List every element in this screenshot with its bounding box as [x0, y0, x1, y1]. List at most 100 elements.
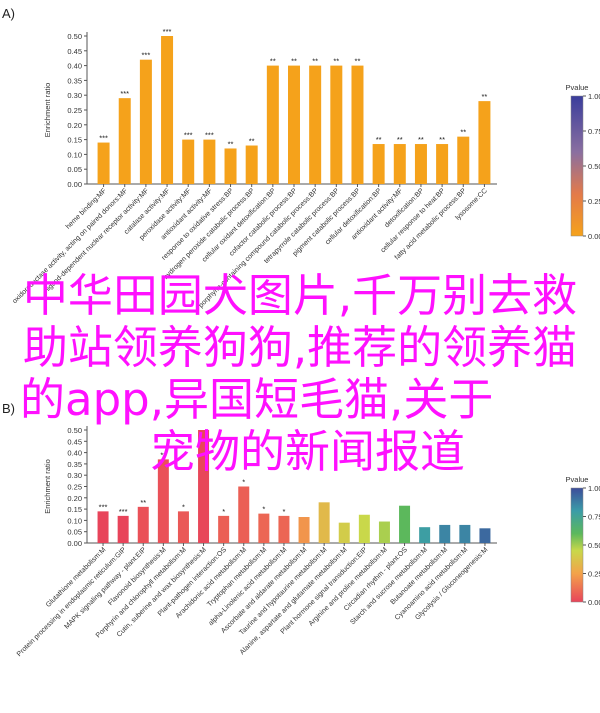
panel-a-bar — [372, 144, 385, 184]
panel-b-significance-label: *** — [119, 507, 128, 516]
panel-a-significance-label: ** — [397, 135, 403, 144]
panel-a-significance-label: *** — [99, 134, 108, 143]
panel-b-y-tick-label: 0.25 — [67, 483, 82, 492]
panel-b-bar — [399, 505, 411, 543]
panel-b-legend-tick-label: 0.75 — [588, 513, 600, 522]
panel-a-bar — [182, 139, 195, 184]
overlay-text-line-4: 宠物的新闻报道 — [150, 425, 466, 478]
panel-a-y-tick-label: 0.40 — [67, 62, 82, 71]
panel-a-y-tick-label: 0.15 — [67, 136, 82, 145]
panel-a-significance-label: ** — [439, 135, 445, 144]
overlay-text-line-1: 中华田园犬图片,千万别去救 — [22, 269, 578, 322]
panel-b-y-tick-label: 0.45 — [67, 437, 82, 446]
panel-b-significance-label: ** — [140, 498, 146, 507]
panel-a-significance-label: ** — [228, 139, 234, 148]
panel-b-significance-label: * — [242, 478, 245, 487]
panel-b-bar — [318, 502, 330, 543]
panel-a-y-tick-label: 0.35 — [67, 76, 82, 85]
panel-a-legend-tick-label: 0.25 — [588, 197, 600, 206]
panel-a-bar — [118, 98, 131, 184]
panel-b-y-tick-label: 0.40 — [67, 449, 82, 458]
panel-a-bar — [457, 136, 470, 184]
panel-a-significance-label: ** — [481, 92, 487, 101]
panel-b-y-axis-label: Enrichment ratio — [43, 459, 52, 514]
panel-a-bar — [351, 65, 364, 184]
panel-a-bar — [161, 36, 174, 184]
panel-a-y-axis-label: Enrichment ratio — [43, 83, 52, 138]
panel-b-bar — [258, 513, 270, 543]
panel-a-y-tick-label: 0.20 — [67, 121, 82, 130]
panel-a-bar — [393, 144, 406, 184]
panel-b-bar — [298, 517, 310, 543]
panel-a-significance-label: *** — [142, 51, 151, 60]
panel-b-bar — [459, 524, 471, 543]
panel-a-y-tick-label: 0.05 — [67, 165, 82, 174]
panel-a-y-tick-label: 0.10 — [67, 150, 82, 159]
overlay-text-line-2: 助站领养狗狗,推荐的领养猫 — [22, 321, 578, 374]
panel-b-bar — [238, 486, 250, 543]
panel-b-bar — [177, 511, 189, 543]
panel-a-bar — [436, 144, 449, 184]
panel-a-bar — [414, 144, 427, 184]
panel-b-legend-tick-label: 0.50 — [588, 541, 600, 550]
panel-a-significance-label: ** — [355, 57, 361, 66]
panel-a-bar — [288, 65, 300, 184]
panel-b-y-tick-label: 0.05 — [67, 528, 82, 537]
panel-b-significance-label: ** — [160, 450, 166, 459]
panel-b-bar — [117, 515, 129, 543]
panel-b-bar — [358, 514, 370, 543]
panel-b-bar — [479, 528, 491, 543]
panel-b-legend-tick-label: 1.00 — [588, 484, 600, 493]
overlay-text-line-3: 的app,异国短毛猫,关于 — [20, 373, 494, 426]
panel-b-bar — [419, 527, 431, 543]
panel-a-x-tick-label: detoxification:BP — [384, 187, 426, 229]
panel-a-significance-label: ** — [418, 135, 424, 144]
panel-b-bar — [137, 506, 149, 543]
panel-b-y-tick-label: 0.15 — [67, 505, 82, 514]
panel-b-significance-label: * — [262, 505, 265, 514]
panel-b-significance-label: * — [182, 502, 185, 511]
panel-a-bar — [224, 148, 237, 184]
panel-b-bar — [439, 524, 451, 543]
panel-a-y-tick-label: 0.45 — [67, 47, 82, 56]
panel-b-legend-title: Pvalue — [566, 475, 589, 484]
panel-a-bar — [245, 145, 258, 184]
panel-a-bar — [203, 139, 216, 184]
panel-a-legend-title: Pvalue — [566, 83, 589, 92]
panel-b-significance-label: * — [282, 507, 285, 516]
panel-b-legend-colorbar — [570, 487, 584, 603]
panel-a-legend-colorbar — [570, 95, 584, 237]
panel-b-significance-label: *** — [99, 502, 108, 511]
panel-a-legend-tick-label: 1.00 — [588, 92, 600, 101]
panel-a-significance-label: ** — [270, 57, 276, 66]
panel-a-y-tick-label: 0.25 — [67, 106, 82, 115]
panel-b-y-tick-label: 0.20 — [67, 494, 82, 503]
panel-a-bar — [266, 65, 279, 184]
panel-a-significance-label: *** — [205, 131, 214, 140]
panel-a-significance-label: *** — [120, 89, 129, 98]
panel-a-significance-label: ** — [460, 128, 466, 137]
panel-a-label: A) — [2, 6, 15, 21]
panel-b-bar — [198, 430, 210, 543]
panel-b-bar — [97, 511, 109, 543]
panel-a-significance-label: ** — [312, 57, 318, 66]
panel-a-significance-label: ** — [291, 57, 297, 66]
panel-a-significance-label: ** — [376, 135, 382, 144]
panel-a-y-tick-label: 0.30 — [67, 91, 82, 100]
panel-b-bar — [157, 459, 169, 543]
panel-a-bar — [478, 101, 491, 184]
panel-a-significance-label: ** — [333, 57, 339, 66]
panel-b-label: B) — [2, 401, 15, 416]
panel-b-y-tick-label: 0.50 — [67, 426, 82, 435]
panel-a-y-tick-label: 0.00 — [67, 180, 82, 189]
panel-a-legend-tick-label: 0.50 — [588, 162, 600, 171]
panel-b-bar — [278, 515, 290, 543]
panel-b-legend-tick-label: 0.00 — [588, 598, 600, 607]
panel-b-significance-label: * — [222, 507, 225, 516]
panel-b-y-tick-label: 0.35 — [67, 460, 82, 469]
panel-a-legend-tick-label: 0.00 — [588, 232, 600, 241]
panel-a-significance-label: ** — [249, 137, 255, 146]
panel-b-y-tick-label: 0.30 — [67, 471, 82, 480]
panel-b-bar — [378, 521, 390, 543]
